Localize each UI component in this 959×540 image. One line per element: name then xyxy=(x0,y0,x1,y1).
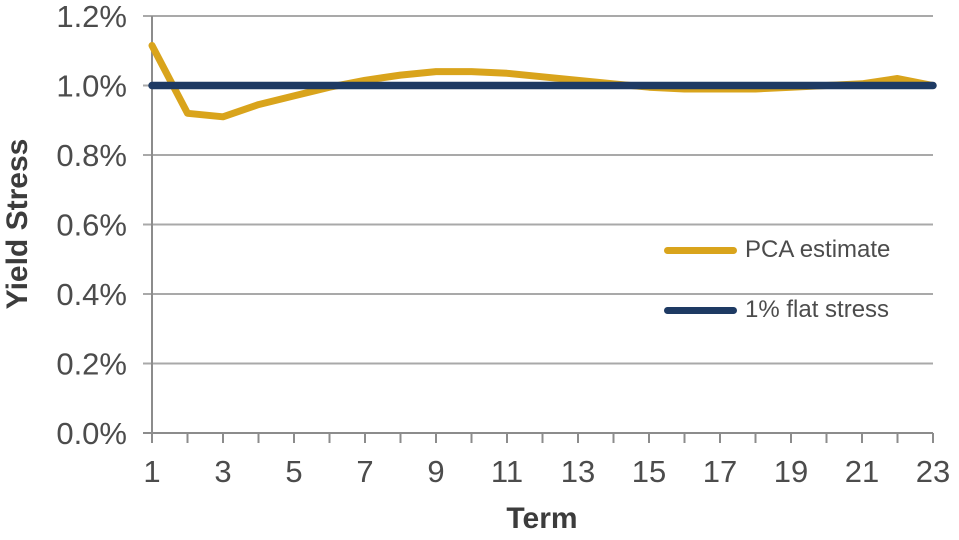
x-axis-title: Term xyxy=(506,502,578,535)
legend-label-flat-stress: 1% flat stress xyxy=(745,296,890,323)
flat-stress-line-icon xyxy=(664,306,737,314)
x-tick-label: 17 xyxy=(703,454,737,489)
x-tick-label: 5 xyxy=(285,454,302,489)
y-tick-label: 1.0% xyxy=(56,69,127,104)
y-tick-label: 1.2% xyxy=(56,0,127,34)
x-tick-label: 23 xyxy=(916,454,950,489)
y-tick-label: 0.4% xyxy=(56,277,127,312)
legend-item-pca-estimate: PCA estimate xyxy=(664,235,890,265)
x-tick-label: 21 xyxy=(845,454,879,489)
x-tick-label: 1 xyxy=(143,454,160,489)
legend: PCA estimate 1% flat stress xyxy=(664,235,890,325)
legend-label-pca-estimate: PCA estimate xyxy=(745,236,891,263)
pca-estimate-line-icon xyxy=(664,246,737,254)
legend-item-flat-stress: 1% flat stress xyxy=(664,295,890,325)
x-tick-label: 9 xyxy=(427,454,444,489)
series-line-pca-estimate xyxy=(148,42,937,121)
y-tick-label: 0.0% xyxy=(56,416,127,451)
y-tick-label: 0.6% xyxy=(56,208,127,243)
x-tick-label: 11 xyxy=(491,454,523,489)
x-tick-label: 19 xyxy=(774,454,808,489)
x-tick-label: 3 xyxy=(214,454,231,489)
x-tick-label: 15 xyxy=(632,454,666,489)
x-tick-label: 7 xyxy=(356,454,373,489)
y-axis-title: Yield Stress xyxy=(1,138,34,310)
y-tick-label: 0.2% xyxy=(56,347,127,382)
x-tick-label: 13 xyxy=(561,454,595,489)
y-tick-label: 0.8% xyxy=(56,138,127,173)
